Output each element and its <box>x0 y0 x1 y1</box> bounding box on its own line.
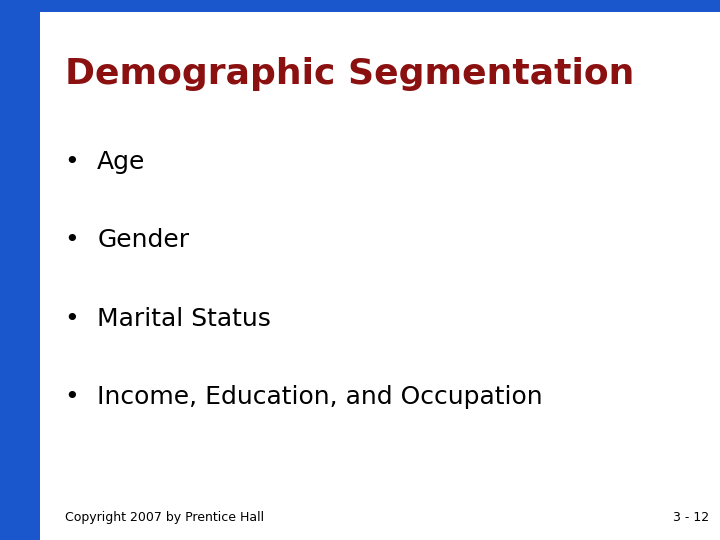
Text: Income, Education, and Occupation: Income, Education, and Occupation <box>97 385 543 409</box>
Text: Gender: Gender <box>97 228 189 252</box>
Text: •: • <box>65 307 79 330</box>
Text: Copyright 2007 by Prentice Hall: Copyright 2007 by Prentice Hall <box>65 511 264 524</box>
Text: Age: Age <box>97 150 145 174</box>
Text: Demographic Segmentation: Demographic Segmentation <box>65 57 634 91</box>
Text: •: • <box>65 385 79 409</box>
Text: •: • <box>65 228 79 252</box>
Text: 3 - 12: 3 - 12 <box>673 511 709 524</box>
Text: Marital Status: Marital Status <box>97 307 271 330</box>
Text: •: • <box>65 150 79 174</box>
